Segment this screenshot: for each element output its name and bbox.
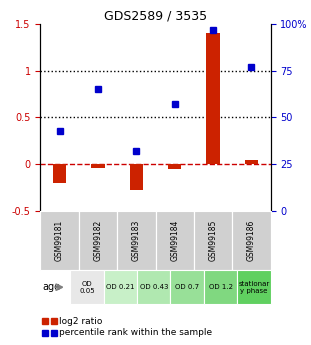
FancyBboxPatch shape (237, 270, 271, 304)
FancyBboxPatch shape (117, 211, 156, 270)
Text: log2 ratio: log2 ratio (59, 317, 102, 326)
Text: GSM99185: GSM99185 (209, 220, 217, 261)
Bar (91, 164, 105, 168)
Text: GSM99183: GSM99183 (132, 220, 141, 261)
Bar (245, 160, 258, 164)
Bar (168, 164, 181, 169)
Text: OD 1.2: OD 1.2 (208, 284, 233, 290)
Text: GSM99186: GSM99186 (247, 220, 256, 261)
FancyBboxPatch shape (156, 211, 194, 270)
FancyBboxPatch shape (137, 270, 170, 304)
Text: stationar
y phase: stationar y phase (238, 281, 270, 294)
FancyBboxPatch shape (79, 211, 117, 270)
FancyBboxPatch shape (194, 211, 232, 270)
FancyBboxPatch shape (70, 270, 104, 304)
Title: GDS2589 / 3535: GDS2589 / 3535 (104, 10, 207, 23)
Text: GSM99182: GSM99182 (94, 220, 102, 261)
Bar (130, 164, 143, 190)
FancyBboxPatch shape (232, 211, 271, 270)
Bar (206, 33, 220, 164)
Bar (53, 164, 66, 183)
Text: percentile rank within the sample: percentile rank within the sample (59, 328, 212, 337)
FancyBboxPatch shape (104, 270, 137, 304)
Text: OD 0.21: OD 0.21 (106, 284, 135, 290)
Text: GSM99184: GSM99184 (170, 220, 179, 261)
Text: age: age (43, 283, 61, 293)
Text: OD 0.43: OD 0.43 (140, 284, 168, 290)
Text: OD 0.7: OD 0.7 (175, 284, 199, 290)
FancyBboxPatch shape (40, 211, 79, 270)
FancyBboxPatch shape (204, 270, 237, 304)
Text: OD
0.05: OD 0.05 (79, 281, 95, 294)
Text: GSM99181: GSM99181 (55, 220, 64, 261)
FancyBboxPatch shape (170, 270, 204, 304)
